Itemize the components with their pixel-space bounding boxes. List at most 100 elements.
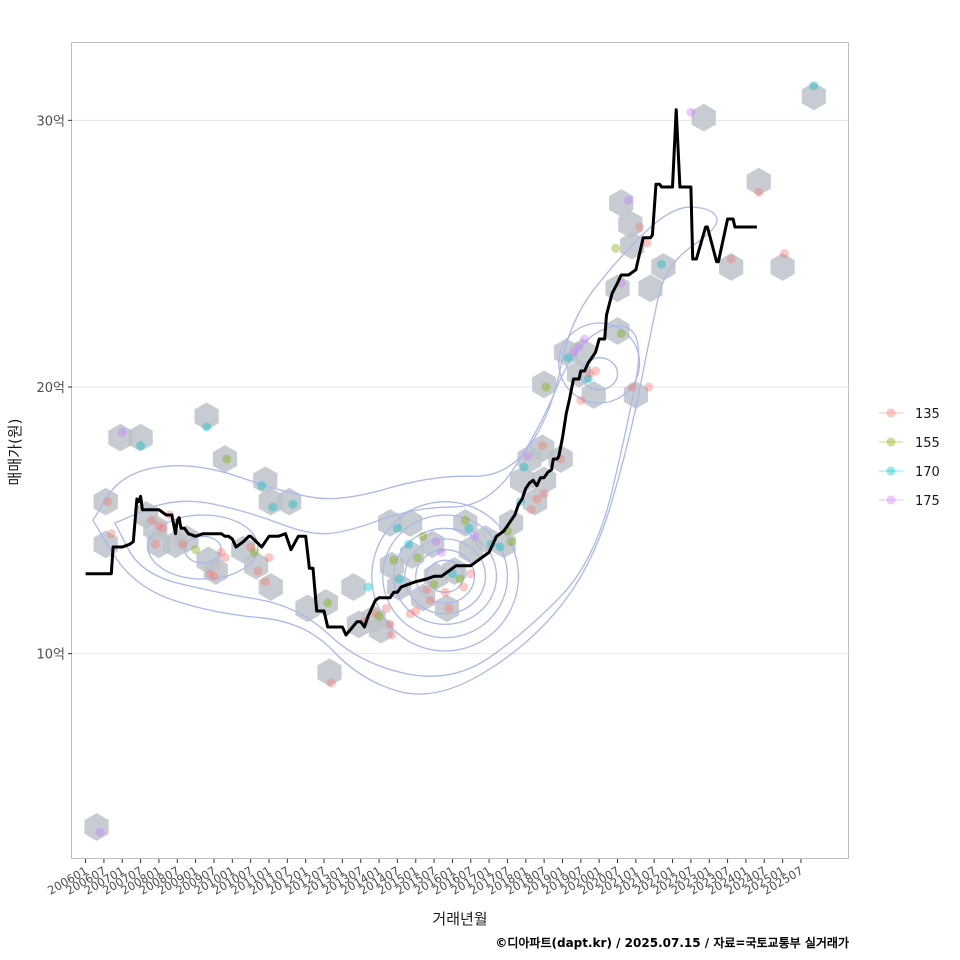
- hexbin-cell: [212, 445, 238, 473]
- scatter-point-135: [627, 382, 637, 392]
- scatter-point-155: [222, 454, 232, 464]
- density-contours: [92, 206, 718, 695]
- y-tick-label: 20억: [36, 381, 65, 396]
- scatter-point-175: [579, 334, 589, 344]
- scatter-point-135: [150, 539, 160, 549]
- hexbin-cell: [434, 594, 459, 623]
- scatter-point-135: [726, 254, 736, 264]
- legend-label: 170: [915, 465, 940, 480]
- scatter-point-170: [519, 462, 529, 472]
- hexbin-cell: [638, 274, 663, 303]
- scatter-point-175: [574, 342, 584, 352]
- scatter-point-170: [288, 499, 298, 509]
- density-contour: [393, 527, 498, 625]
- density-contour: [147, 514, 259, 580]
- legend-key-dot: [886, 466, 896, 476]
- scatter-point-170: [268, 502, 278, 512]
- scatter-point-135: [526, 505, 536, 515]
- legend-key-dot: [886, 437, 896, 447]
- legend-label: 135: [915, 407, 940, 422]
- scatter-point-135: [411, 606, 421, 616]
- scatter-point-175: [117, 427, 127, 437]
- hexbin-cell: [258, 487, 283, 516]
- scatter-point-135: [779, 249, 789, 259]
- scatter-point-135: [205, 569, 215, 579]
- scatter-point-155: [249, 547, 259, 557]
- hexbin-cell: [128, 423, 153, 452]
- scatter-point-170: [809, 81, 819, 91]
- scatter-point-135: [387, 630, 397, 640]
- scatter-point-135: [154, 521, 164, 531]
- scatter-point-135: [216, 547, 226, 557]
- hexbin-cell: [295, 594, 320, 623]
- density-contour: [114, 325, 640, 677]
- plot-panel: [71, 42, 849, 859]
- hexbin-cell: [442, 557, 467, 585]
- hexbin-cell: [691, 103, 716, 132]
- x-axis-title: 거래년월: [432, 910, 487, 928]
- scatter-point-135: [539, 489, 549, 499]
- scatter-point-175: [436, 547, 446, 557]
- scatter-point-170: [392, 523, 402, 533]
- hexbin-cell: [532, 466, 557, 495]
- hexbin-cell: [341, 573, 366, 601]
- hexbin-cell: [570, 338, 595, 367]
- scatter-point-175: [686, 107, 696, 117]
- legend: 135 155 170 175: [879, 407, 940, 509]
- scatter-point-135: [458, 582, 468, 592]
- scatter-point-170: [363, 582, 373, 592]
- median-price-line: [85, 108, 757, 637]
- scatter-point-135: [466, 569, 476, 579]
- scatter-point-170: [136, 441, 146, 451]
- y-tick-label: 30억: [36, 114, 65, 129]
- scatter-point-155: [460, 515, 470, 525]
- scatter-point-155: [323, 598, 333, 608]
- scatter-point-155: [191, 545, 201, 555]
- hexbin-cell: [651, 253, 676, 281]
- hexbin-cell: [420, 530, 445, 559]
- scatter-point-155: [413, 553, 423, 563]
- scatter-point-135: [440, 587, 450, 597]
- density-contour: [371, 501, 520, 652]
- hexbin-cell: [801, 82, 826, 111]
- median-line-layer: [85, 108, 757, 637]
- scatter-points: [95, 81, 819, 837]
- scatter-point-135: [405, 609, 415, 619]
- scatter-point-170: [563, 353, 573, 363]
- scatter-point-175: [431, 537, 441, 547]
- hexbin-cell: [258, 573, 283, 601]
- y-tick-label: 10억: [36, 648, 65, 663]
- hexbin-cell: [532, 370, 557, 399]
- scatter-point-170: [394, 574, 404, 584]
- scatter-point-155: [506, 537, 516, 547]
- hexbin-cell: [317, 658, 342, 687]
- scatter-point-155: [389, 555, 399, 565]
- scatter-point-155: [616, 329, 626, 339]
- density-contour: [415, 549, 476, 604]
- hexbin-cell: [203, 557, 228, 585]
- scatter-point-135: [644, 382, 654, 392]
- scatter-point-135: [220, 553, 230, 563]
- scatter-point-155: [455, 574, 465, 584]
- scatter-point-135: [246, 542, 256, 552]
- scatter-point-135: [209, 571, 219, 581]
- scatter-point-135: [591, 366, 601, 376]
- hexbin-cell: [108, 423, 133, 452]
- scatter-point-135: [370, 609, 380, 619]
- density-contour: [183, 535, 222, 564]
- scatter-point-170: [657, 259, 667, 269]
- scatter-point-135: [385, 619, 395, 629]
- scatter-point-170: [583, 374, 593, 384]
- scatter-point-135: [537, 441, 547, 451]
- y-axis-title: 매매가(원): [6, 419, 24, 486]
- hexbin-cell: [548, 445, 573, 473]
- scatter-point-135: [576, 395, 586, 405]
- hexbin-cell: [244, 551, 269, 580]
- hexbin-cell: [618, 210, 643, 239]
- scatter-point-175: [568, 347, 578, 357]
- scatter-point-135: [585, 369, 595, 379]
- hexbin-cell: [84, 813, 109, 841]
- legend-key-dot: [886, 495, 896, 505]
- scatter-point-135: [178, 539, 188, 549]
